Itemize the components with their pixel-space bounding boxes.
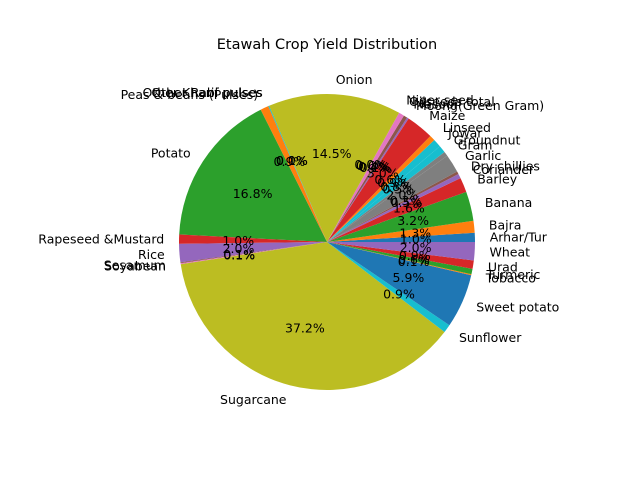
slice-label-maize: Maize — [429, 108, 465, 123]
slice-percent-bajra: 1.3% — [399, 225, 431, 240]
slice-percent-soyabean: 0.1% — [223, 248, 255, 263]
pie-labels: Arhar/Tur 1.0% Bajra 1.3% Banana 3.2% Barley 1.… — [38, 72, 559, 407]
pie-slice-sesamum — [180, 242, 327, 264]
slice-label-moong-green-gram: Moong(Green Gram) — [416, 98, 544, 113]
pie-slice-rapeseed-mustard — [178, 234, 327, 244]
slice-percent-niger-seed: 0.0% — [354, 157, 386, 172]
slice-label-soyabean: Soyabean — [104, 259, 166, 274]
pie-slice-banana — [327, 191, 474, 242]
pie-slice-onion — [269, 94, 400, 242]
pie-slice-coriander — [327, 173, 461, 242]
pie-slice-other-kharif-pulses — [268, 105, 327, 242]
pie-slice-dry-chillies — [327, 171, 459, 242]
slice-percent-barley: 1.6% — [393, 200, 425, 215]
chart-title: Etawah Crop Yield Distribution — [217, 37, 437, 53]
slice-label-gram: Gram — [458, 138, 493, 153]
slice-label-niger-seed: Niger seed — [406, 92, 473, 107]
pie-slice-sugarcane — [180, 242, 445, 390]
slice-label-groundnut: Groundnut — [454, 132, 521, 147]
slice-label-rapeseed-mustard: Rapeseed &Mustard — [38, 231, 164, 246]
pie-slice-soyabean — [180, 242, 327, 265]
slice-percent-tobacco: 0.1% — [398, 254, 430, 269]
pie-slice-arhar-tur — [327, 232, 475, 242]
slice-label-coriander: Coriander — [473, 162, 535, 177]
pie-slice-garlic — [327, 155, 458, 242]
slice-label-masoor: Masoor — [413, 97, 459, 112]
slice-label-turmeric: Turmeric — [486, 267, 541, 282]
slice-percent-arhar-tur: 1.0% — [400, 232, 432, 247]
slice-percent-sweet-potato: 5.9% — [393, 270, 425, 285]
slice-percent-linseed: 0.6% — [374, 172, 406, 187]
pie-slice-sunflower — [327, 242, 450, 332]
pie-slice-potato — [179, 109, 327, 243]
slice-percent-sunflower: 0.9% — [383, 287, 415, 302]
slice-percent-urad: 0.9% — [399, 248, 431, 263]
slice-percent-sesamum: 0.1% — [223, 247, 255, 262]
pie-slice-rice — [179, 242, 327, 263]
slice-label-arhar-tur: Arhar/Tur — [490, 229, 548, 244]
slice-percent-masoor: 0.4% — [358, 159, 390, 174]
slice-percent-wheat: 2.0% — [400, 240, 432, 255]
slice-label-linseed: Linseed — [443, 120, 491, 135]
pie-slice-tobacco — [327, 242, 472, 276]
pie-slice-wheat — [327, 242, 475, 261]
pie-slice-linseed — [327, 136, 435, 242]
pie-slice-jowar — [327, 140, 440, 242]
slice-label-peas-beans-pulses: Peas & beans (Pulses) — [121, 87, 259, 102]
slice-label-barley: Barley — [477, 172, 518, 187]
pie-slice-gram — [327, 152, 448, 242]
pie-slice-turmeric — [327, 242, 473, 275]
slice-label-oilseeds-total: Oilseeds total — [409, 94, 495, 109]
slice-label-bajra: Bajra — [489, 218, 522, 233]
slice-percent-gram: 0.5% — [382, 182, 414, 197]
slice-percent-banana: 3.2% — [397, 213, 429, 228]
slice-label-banana: Banana — [485, 195, 532, 210]
slice-percent-dry-chillies: 0.3% — [390, 193, 422, 208]
slice-label-sweet-potato: Sweet potato — [476, 300, 559, 315]
pie-slice-sweet-potato — [327, 242, 472, 326]
slice-percent-maize: 3.0% — [367, 165, 399, 180]
slice-percent-moong-green-gram: 0.2% — [360, 160, 392, 175]
pie-slices — [178, 94, 475, 390]
pie-slice-bajra — [327, 220, 475, 242]
slice-label-sunflower: Sunflower — [459, 330, 522, 345]
slice-label-tobacco: Tobacco — [485, 271, 536, 286]
slice-label-sesamum: Sesamum — [104, 257, 166, 272]
slice-label-jowar: Jowar — [447, 126, 483, 141]
slice-label-potato: Potato — [151, 146, 191, 161]
pie-slice-maize — [327, 118, 431, 242]
slice-percent-other-kharif-pulses: 0.1% — [276, 153, 308, 168]
slice-label-onion: Onion — [336, 72, 373, 87]
pie-slice-peas-beans-pulses — [260, 106, 327, 242]
slice-percent-sugarcane: 37.2% — [285, 321, 325, 336]
slice-percent-rapeseed-mustard: 1.0% — [222, 233, 254, 248]
pie-slice-barley — [327, 178, 467, 242]
slice-percent-turmeric: 0.6% — [398, 252, 430, 267]
slice-label-wheat: Wheat — [490, 245, 531, 260]
pie-slice-masoor — [327, 115, 408, 242]
slice-percent-groundnut: 0.8% — [380, 179, 412, 194]
slice-label-other-rabi-pulses: Other Rabi pulses — [151, 85, 262, 100]
slice-percent-potato: 16.8% — [233, 186, 273, 201]
pie-slice-oilseeds-total — [327, 112, 404, 242]
pie-slice-urad — [327, 242, 474, 269]
pie-slice-moong-green-gram — [327, 117, 409, 242]
slice-percent-garlic: 2.0% — [386, 187, 418, 202]
slice-percent-jowar: 0.9% — [377, 175, 409, 190]
slice-percent-rice: 2.0% — [223, 241, 255, 256]
slice-label-dry-chillies: Dry chillies — [471, 158, 540, 173]
slice-label-garlic: Garlic — [465, 148, 501, 163]
pie-slice-groundnut — [327, 146, 445, 242]
slice-label-urad: Urad — [488, 260, 518, 275]
slice-percent-other-rabi-pulses: 0.0% — [276, 153, 308, 168]
slice-percent-onion: 14.5% — [312, 146, 352, 161]
slice-label-other-kharif-pulses: Other Kharif pulses — [143, 85, 263, 100]
slice-percent-coriander: 0.5% — [391, 195, 423, 210]
slice-percent-peas-beans-pulses: 0.9% — [274, 154, 306, 169]
slice-label-sugarcane: Sugarcane — [220, 392, 287, 407]
slice-percent-oilseeds-total: 0.6% — [356, 158, 388, 173]
slice-label-rice: Rice — [138, 247, 165, 262]
